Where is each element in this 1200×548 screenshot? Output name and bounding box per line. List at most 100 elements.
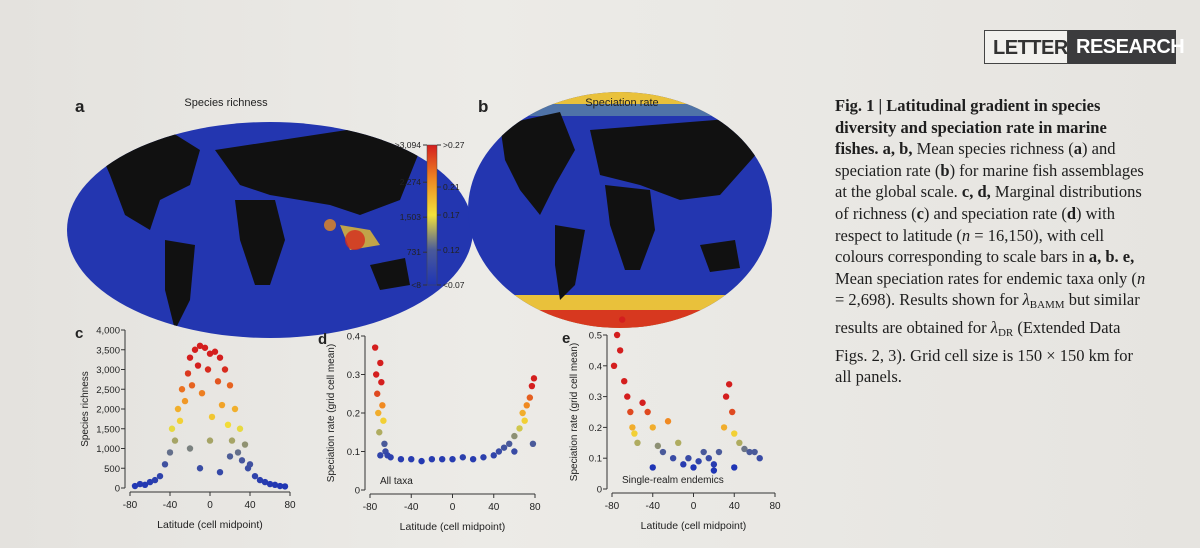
data-point xyxy=(251,472,259,480)
colorbar-label: 731 xyxy=(407,247,421,257)
data-point xyxy=(168,425,176,432)
data-point xyxy=(194,362,202,369)
data-point xyxy=(746,448,753,456)
caption-run: λ xyxy=(1022,290,1030,310)
data-point xyxy=(226,382,234,389)
caption-run: a, b. e, xyxy=(1084,247,1135,267)
y-tick-label: 0.4 xyxy=(347,332,360,343)
x-tick-label: 40 xyxy=(729,501,741,512)
caption-run: = 2,698). Results shown for xyxy=(835,290,1023,310)
y-tick-label: 0.4 xyxy=(589,361,602,372)
figure-caption: Fig. 1 | Latitudinal gradient in species… xyxy=(835,95,1153,388)
caption-run: d xyxy=(1066,203,1077,223)
data-point xyxy=(271,481,279,489)
caption-run: b xyxy=(940,160,950,180)
data-point xyxy=(634,439,641,446)
data-point xyxy=(184,370,192,377)
data-point xyxy=(176,417,184,425)
data-point xyxy=(627,408,634,416)
data-point xyxy=(756,455,763,462)
y-tick-label: 0.3 xyxy=(589,392,602,403)
data-point xyxy=(523,402,530,409)
x-tick-label: 80 xyxy=(284,500,296,511)
data-point xyxy=(528,382,536,390)
data-point xyxy=(216,354,224,361)
data-point xyxy=(669,455,677,462)
panel-label: b xyxy=(478,97,488,116)
x-tick-label: 40 xyxy=(488,502,500,513)
x-tick-label: -40 xyxy=(404,502,419,513)
colorbar-label: <0.07 xyxy=(443,280,465,290)
caption-run: BAMM xyxy=(1029,299,1065,312)
y-tick-label: 0.1 xyxy=(347,447,360,458)
data-point xyxy=(490,452,497,459)
colorbar-label: >0.27 xyxy=(443,140,465,150)
caption-run: ) and speciation rate ( xyxy=(923,203,1067,223)
map-title: Species richness xyxy=(184,97,268,109)
y-tick-label: 2,000 xyxy=(96,405,120,416)
data-point xyxy=(171,437,179,444)
y-tick-label: 0 xyxy=(115,484,120,495)
data-point xyxy=(231,405,239,413)
data-point xyxy=(146,478,154,486)
data-point xyxy=(644,408,651,416)
data-point xyxy=(659,448,667,456)
annotation: Single-realm endemics xyxy=(622,475,724,486)
x-tick-label: -80 xyxy=(123,500,138,511)
data-point xyxy=(722,393,730,400)
colorbar-label: >3,094 xyxy=(395,140,422,150)
y-tick-label: 2,500 xyxy=(96,385,120,396)
data-point xyxy=(500,444,508,451)
x-tick-label: 0 xyxy=(207,500,213,511)
caption-run: Fig. 1 | Latitudinal gradient in species… xyxy=(835,96,1107,159)
data-point xyxy=(221,366,229,373)
colorbar-label: 2,274 xyxy=(400,177,422,187)
data-point xyxy=(241,441,249,448)
section-tag: LETTER xyxy=(984,30,1068,64)
y-tick-label: 500 xyxy=(104,464,120,475)
data-point xyxy=(196,465,204,472)
colorbar-label: 0.12 xyxy=(443,245,460,255)
colorbar-label: <8 xyxy=(411,280,421,290)
data-point xyxy=(397,456,405,463)
data-point xyxy=(204,366,212,373)
data-point xyxy=(530,375,538,382)
data-point xyxy=(449,456,456,463)
data-point xyxy=(214,378,222,385)
data-point xyxy=(206,350,214,357)
data-point xyxy=(459,454,467,461)
caption-run: but similar results are obtained for xyxy=(835,290,1140,337)
y-tick-label: 0.5 xyxy=(589,331,602,342)
data-point xyxy=(649,464,656,471)
data-point xyxy=(495,448,503,455)
map-title: Speciation rate xyxy=(585,97,658,109)
data-point xyxy=(469,456,477,463)
data-point xyxy=(654,442,662,450)
y-tick-label: 0 xyxy=(355,486,360,497)
y-tick-label: 0.3 xyxy=(347,370,360,381)
x-tick-label: -80 xyxy=(363,502,378,513)
data-point xyxy=(526,394,534,401)
data-point xyxy=(418,457,425,465)
data-point xyxy=(181,397,189,405)
data-point xyxy=(613,331,621,339)
data-point xyxy=(166,449,174,456)
data-point xyxy=(208,413,216,421)
y-tick-label: 0 xyxy=(597,485,602,496)
data-point xyxy=(236,425,244,432)
caption-run: Mean species richness ( xyxy=(912,139,1074,159)
data-point xyxy=(631,430,638,437)
caption-run: ) and speciation rate ( xyxy=(835,139,1116,180)
data-point xyxy=(506,440,513,447)
data-point xyxy=(216,469,224,476)
data-point xyxy=(408,456,415,463)
data-point xyxy=(224,421,232,428)
data-point xyxy=(731,430,738,437)
data-point xyxy=(238,457,246,464)
data-point xyxy=(218,401,226,409)
colorbar xyxy=(426,144,438,286)
data-point xyxy=(198,390,206,397)
data-point xyxy=(700,448,707,456)
x-tick-label: 40 xyxy=(244,500,256,511)
